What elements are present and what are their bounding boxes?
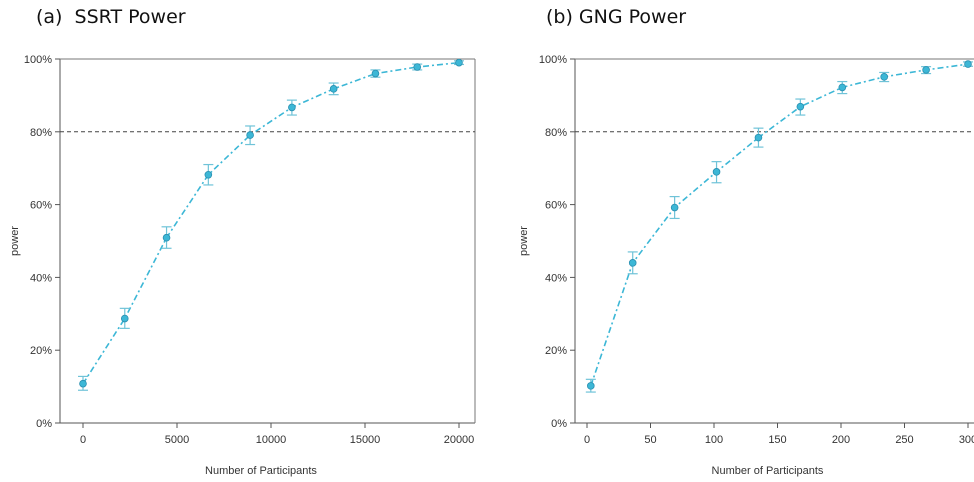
data-point — [162, 233, 171, 242]
data-point — [120, 314, 129, 323]
y-tick-label: 100% — [539, 54, 567, 66]
y-tick-label: 100% — [24, 54, 52, 66]
x-tick-label: 200 — [832, 434, 850, 446]
x-tick-label: 300 — [959, 434, 974, 446]
x-axis-label: Number of Participants — [712, 465, 824, 477]
y-tick-label: 0% — [36, 418, 52, 430]
y-tick-label: 80% — [30, 127, 52, 139]
x-tick-label: 150 — [768, 434, 786, 446]
data-point — [587, 382, 595, 390]
data-point — [413, 63, 422, 71]
series-line — [82, 61, 460, 385]
y-tick-label: 40% — [30, 272, 52, 284]
panel-b-chart: 0% 20% 40% 60% 80% 100% 0 50 100 150 200 250 300 Numb… — [518, 54, 974, 477]
y-tick-label: 20% — [545, 345, 567, 357]
data-point — [964, 60, 972, 68]
data-point — [246, 131, 254, 139]
data-point — [371, 69, 380, 78]
y-tick-label: 60% — [545, 200, 567, 212]
x-tick-label: 100 — [705, 434, 723, 446]
y-tick-label: 20% — [30, 345, 52, 357]
x-tick-label: 10000 — [256, 434, 287, 446]
x-tick-label: 250 — [895, 434, 913, 446]
x-tick-label: 50 — [644, 434, 656, 446]
x-tick-label: 20000 — [444, 434, 475, 446]
data-point — [880, 73, 888, 81]
x-tick-label: 0 — [584, 434, 590, 446]
panel-a-chart: 0% 20% 40% 60% 80% 100% 0 5000 10000 15000 20000 Nu… — [9, 54, 476, 477]
x-axis-label: Number of Participants — [205, 465, 317, 477]
data-point — [838, 83, 847, 92]
series-line — [590, 63, 969, 387]
panel-b-title: (b) GNG Power — [546, 6, 687, 28]
data-point — [712, 168, 721, 176]
panel-a-title: (a) SSRT Power — [36, 6, 186, 28]
data-point — [455, 58, 463, 67]
data-point — [628, 259, 637, 267]
x-tick-label: 15000 — [350, 434, 381, 446]
data-point — [922, 66, 930, 74]
data-point — [796, 102, 805, 111]
data-point — [329, 85, 338, 93]
y-tick-label: 0% — [551, 418, 567, 430]
data-point — [670, 203, 679, 212]
y-tick-label: 80% — [545, 127, 567, 139]
y-tick-label: 60% — [30, 200, 52, 212]
data-point — [288, 103, 296, 112]
x-tick-label: 0 — [80, 434, 86, 446]
data-point — [204, 170, 213, 179]
data-point — [754, 133, 763, 142]
y-axis-label: power — [9, 226, 21, 256]
y-axis-label: power — [518, 226, 530, 256]
x-tick-label: 5000 — [165, 434, 189, 446]
data-point — [79, 379, 87, 388]
y-tick-label: 40% — [545, 272, 567, 284]
